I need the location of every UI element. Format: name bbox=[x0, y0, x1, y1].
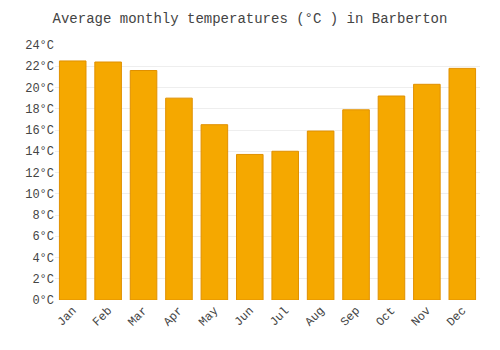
svg-text:Nov: Nov bbox=[409, 304, 434, 329]
svg-text:4°C: 4°C bbox=[32, 252, 54, 266]
svg-text:Oct: Oct bbox=[373, 304, 398, 329]
svg-text:May: May bbox=[196, 304, 221, 329]
svg-text:2°C: 2°C bbox=[32, 273, 54, 287]
svg-text:Jun: Jun bbox=[232, 304, 257, 329]
svg-text:22°C: 22°C bbox=[25, 60, 54, 74]
svg-text:16°C: 16°C bbox=[25, 124, 54, 138]
svg-text:20°C: 20°C bbox=[25, 82, 54, 96]
svg-text:Mar: Mar bbox=[125, 304, 150, 329]
svg-text:12°C: 12°C bbox=[25, 167, 54, 181]
svg-text:Average monthly temperatures (: Average monthly temperatures (°C ) in Ba… bbox=[53, 11, 448, 27]
svg-text:10°C: 10°C bbox=[25, 188, 54, 202]
svg-text:24°C: 24°C bbox=[25, 39, 54, 53]
svg-text:8°C: 8°C bbox=[32, 209, 54, 223]
svg-text:6°C: 6°C bbox=[32, 230, 54, 244]
svg-text:Sep: Sep bbox=[338, 304, 363, 329]
svg-text:Apr: Apr bbox=[161, 304, 186, 329]
svg-text:Jan: Jan bbox=[55, 304, 80, 329]
svg-text:14°C: 14°C bbox=[25, 145, 54, 159]
svg-text:Aug: Aug bbox=[303, 304, 328, 329]
svg-text:Feb: Feb bbox=[90, 304, 115, 329]
svg-text:18°C: 18°C bbox=[25, 103, 54, 117]
svg-text:Dec: Dec bbox=[444, 304, 469, 329]
svg-text:Jul: Jul bbox=[267, 304, 292, 329]
svg-text:0°C: 0°C bbox=[32, 294, 54, 308]
